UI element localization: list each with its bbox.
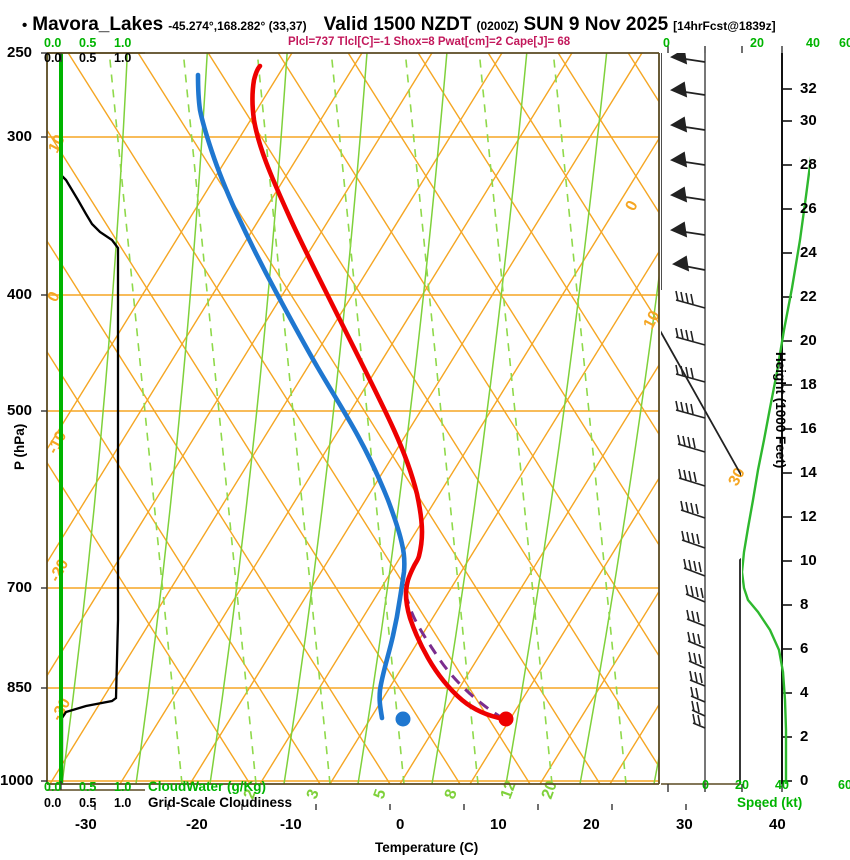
height-tick-22: 22 — [800, 288, 817, 305]
header: • Mavora_Lakes -45.274°,168.282° (33,37)… — [22, 14, 776, 36]
speed-tick-20: 20 — [735, 778, 749, 792]
speed-axis-label: Speed (kt) — [737, 795, 803, 810]
svg-text:10: 10 — [46, 132, 69, 156]
height-tick-2: 2 — [800, 728, 809, 745]
cloudiness-tick-05-top: 0.5 — [79, 51, 97, 65]
height-tick-12: 12 — [800, 508, 817, 525]
cloudiness-tick-10: 1.0 — [114, 796, 132, 810]
height-speed-curve — [742, 156, 810, 784]
valid-time-utc: (0200Z) — [476, 19, 519, 33]
pressure-axis-label: P (hPa) — [12, 423, 27, 470]
temperature-tick-10: 10 — [490, 816, 507, 833]
cloudwater-tick-10: 1.0 — [114, 780, 132, 794]
svg-text:10: 10 — [641, 308, 664, 332]
pressure-axis-ticks — [41, 52, 47, 782]
temperature-tick--30: -30 — [75, 816, 97, 833]
cloudiness-tick-0-top: 0.0 — [44, 51, 62, 65]
height-tick-0: 0 — [800, 772, 809, 789]
station-bullet-icon: • — [22, 17, 28, 34]
speed-axis-ticks — [667, 784, 783, 792]
cloudwater-tick-05-top: 0.5 — [79, 36, 97, 50]
pressure-tick-400: 400 — [7, 286, 33, 303]
svg-text:5: 5 — [371, 787, 390, 801]
plot-frame — [46, 52, 660, 785]
cloudiness-axis-label: Grid-Scale Cloudiness — [148, 795, 293, 810]
height-tick-4: 4 — [800, 684, 809, 701]
height-panel — [742, 53, 810, 784]
valid-date: SUN 9 Nov 2025 — [523, 14, 669, 35]
speed-tick-0-top: 0 — [663, 36, 670, 50]
speed-tick-20-top: 20 — [750, 36, 764, 50]
cloudwater-tick-0-top: 0.0 — [44, 36, 62, 50]
station-name: Mavora_Lakes — [32, 14, 164, 35]
cloudiness-tick-10-top: 1.0 — [114, 51, 132, 65]
cloudwater-tick-0: 0.0 — [44, 780, 62, 794]
temperature-tick-20: 20 — [583, 816, 600, 833]
cloudiness-profile-line — [60, 175, 120, 784]
temperature-axis-ticks — [94, 804, 761, 810]
height-tick-30: 30 — [800, 112, 817, 129]
height-tick-10: 10 — [800, 552, 817, 569]
moist-adiabat-lines — [47, 53, 659, 784]
temperature-tick-30: 30 — [676, 816, 693, 833]
pressure-tick-250: 250 — [7, 44, 33, 61]
pressure-tick-500: 500 — [7, 402, 33, 419]
isotherm-lines — [47, 53, 659, 784]
temperature-tick--20: -20 — [186, 816, 208, 833]
cloudiness-tick-05: 0.5 — [79, 796, 97, 810]
dry-adiabat-lines — [47, 53, 659, 784]
pressure-tick-300: 300 — [7, 128, 33, 145]
cloudwater-tick-10-top: 1.0 — [114, 36, 132, 50]
height-tick-14: 14 — [800, 464, 817, 481]
height-tick-20: 20 — [800, 332, 817, 349]
temperature-line — [250, 63, 507, 722]
height-tick-28: 28 — [800, 156, 817, 173]
surface-dewpoint-marker — [395, 711, 411, 727]
speed-tick-60-top: 60 — [839, 36, 850, 50]
pressure-tick-700: 700 — [7, 579, 33, 596]
svg-text:3: 3 — [304, 787, 323, 801]
svg-text:8: 8 — [442, 787, 461, 801]
speed-tick-0: 0 — [702, 778, 709, 792]
temperature-tick--10: -10 — [280, 816, 302, 833]
forecast-hour: [14hrFcst@1839z] — [673, 19, 776, 33]
speed-tick-40: 40 — [775, 778, 789, 792]
svg-text:30: 30 — [726, 465, 749, 489]
wind-barbs — [670, 53, 706, 729]
speed-tick-60: 60 — [838, 778, 850, 792]
pressure-tick-850: 850 — [7, 679, 33, 696]
height-tick-32: 32 — [800, 80, 817, 97]
height-tick-marks — [782, 88, 792, 782]
height-tick-18: 18 — [800, 376, 817, 393]
height-tick-6: 6 — [800, 640, 809, 657]
cloudwater-tick-05: 0.5 — [79, 780, 97, 794]
valid-time: Valid 1500 NZDT — [323, 14, 472, 35]
pressure-tick-1000: 1000 — [0, 772, 34, 789]
cloudiness-tick-0: 0.0 — [44, 796, 62, 810]
speed-tick-40-top: 40 — [806, 36, 820, 50]
height-tick-26: 26 — [800, 200, 817, 217]
stability-indices: Plcl=737 Tlcl[C]=-1 Shox=8 Pwat[cm]=2 Ca… — [288, 36, 571, 48]
temperature-tick-0: 0 — [396, 816, 405, 833]
cloudwater-axis-label: CloudWater (g/Kg) — [148, 779, 266, 794]
station-coords: -45.274°,168.282° (33,37) — [168, 19, 307, 33]
surface-temperature-marker — [498, 711, 514, 727]
dewpoint-line — [195, 72, 407, 721]
height-tick-24: 24 — [800, 244, 817, 261]
speed-axis-top-ticks — [667, 46, 783, 53]
height-tick-8: 8 — [800, 596, 809, 613]
temperature-axis-label: Temperature (C) — [375, 840, 479, 855]
temperature-tick-40: 40 — [769, 816, 786, 833]
cloud-scale-rules — [47, 52, 145, 791]
height-tick-16: 16 — [800, 420, 817, 437]
wind-barb-panel — [661, 53, 741, 784]
mixing-ratio-lines — [108, 53, 627, 784]
height-axis-label: Height (1000 Feet) — [773, 352, 788, 469]
